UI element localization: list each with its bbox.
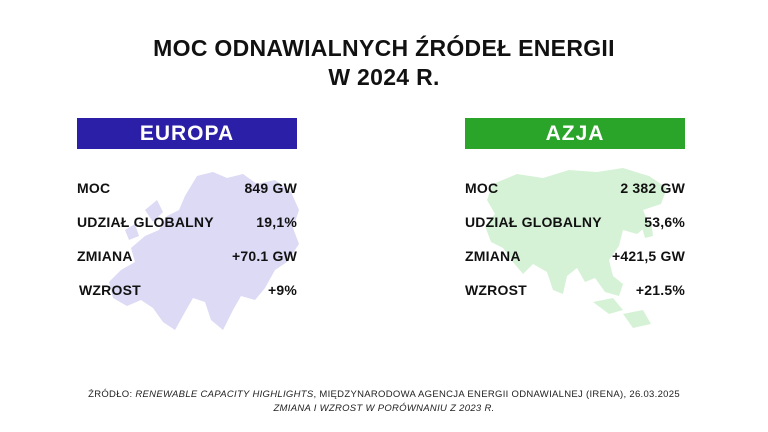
stat-label: UDZIAŁ GLOBALNY bbox=[77, 214, 214, 230]
stat-value: 849 GW bbox=[244, 180, 297, 196]
source-report-title: RENEWABLE CAPACITY HIGHLIGHTS bbox=[135, 389, 314, 400]
source-note: ŹRÓDŁO: RENEWABLE CAPACITY HIGHLIGHTS, M… bbox=[0, 388, 768, 416]
europe-map-icon bbox=[109, 172, 299, 330]
stat-label: ZMIANA bbox=[465, 248, 521, 264]
europe-panel: EUROPA MOC 849 GW UDZIAŁ GLOBALNY 19,1% … bbox=[77, 118, 299, 330]
stat-label: WZROST bbox=[79, 282, 141, 298]
source-line-2: ZMIANA I WZROST W PORÓWNANIU Z 2023 R. bbox=[0, 402, 768, 416]
stat-value: 53,6% bbox=[644, 214, 685, 230]
asia-row-capacity: MOC 2 382 GW bbox=[465, 171, 685, 205]
title-line-1: MOC ODNAWIALNYCH ŹRÓDEŁ ENERGII bbox=[153, 35, 615, 61]
europe-row-capacity: MOC 849 GW bbox=[77, 171, 297, 205]
asia-row-growth: WZROST +21.5% bbox=[465, 273, 685, 307]
stat-value: +421,5 GW bbox=[611, 248, 685, 264]
asia-row-share: UDZIAŁ GLOBALNY 53,6% bbox=[465, 205, 685, 239]
page-title: MOC ODNAWIALNYCH ŹRÓDEŁ ENERGII W 2024 R… bbox=[0, 34, 768, 92]
asia-row-change: ZMIANA +421,5 GW bbox=[465, 239, 685, 273]
stat-label: WZROST bbox=[465, 282, 527, 298]
stat-value: +21.5% bbox=[635, 282, 685, 298]
stat-label: MOC bbox=[77, 180, 111, 196]
europe-stats: MOC 849 GW UDZIAŁ GLOBALNY 19,1% ZMIANA … bbox=[77, 171, 297, 307]
source-prefix: ŹRÓDŁO: bbox=[88, 389, 136, 400]
stat-value: 19,1% bbox=[256, 214, 297, 230]
asia-map-icon bbox=[485, 168, 667, 328]
source-line-1: ŹRÓDŁO: RENEWABLE CAPACITY HIGHLIGHTS, M… bbox=[0, 388, 768, 402]
stat-value: +9% bbox=[267, 282, 297, 298]
stat-value: 2 382 GW bbox=[620, 180, 685, 196]
europe-row-change: ZMIANA +70.1 GW bbox=[77, 239, 297, 273]
stat-label: ZMIANA bbox=[77, 248, 133, 264]
asia-map-shape bbox=[485, 168, 667, 328]
asia-panel: AZJA MOC 2 382 GW UDZIAŁ GLOBALNY 53,6% … bbox=[465, 118, 685, 328]
europe-map-shape bbox=[109, 172, 299, 330]
europe-header: EUROPA bbox=[77, 118, 297, 149]
asia-stats: MOC 2 382 GW UDZIAŁ GLOBALNY 53,6% ZMIAN… bbox=[465, 171, 685, 307]
stat-label: UDZIAŁ GLOBALNY bbox=[465, 214, 602, 230]
europe-row-share: UDZIAŁ GLOBALNY 19,1% bbox=[77, 205, 297, 239]
source-comparison-note: ZMIANA I WZROST W PORÓWNANIU Z 2023 R. bbox=[273, 403, 495, 414]
stat-label: MOC bbox=[465, 180, 499, 196]
stat-value: +70.1 GW bbox=[231, 248, 297, 264]
title-line-2: W 2024 R. bbox=[328, 64, 440, 90]
europe-row-growth: WZROST +9% bbox=[77, 273, 297, 307]
asia-header: AZJA bbox=[465, 118, 685, 149]
source-rest: , MIĘDZYNARODOWA AGENCJA ENERGII ODNAWIA… bbox=[313, 389, 680, 400]
